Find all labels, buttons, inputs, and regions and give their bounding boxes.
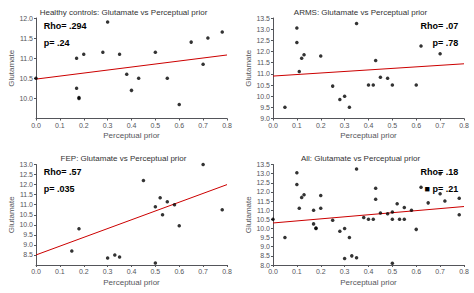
svg-text:13.5: 13.5 — [256, 161, 270, 168]
svg-text:10.5: 10.5 — [256, 82, 270, 89]
svg-text:0.0: 0.0 — [268, 122, 278, 129]
svg-text:10.0: 10.0 — [256, 93, 270, 100]
svg-text:0.2: 0.2 — [79, 268, 89, 275]
svg-text:10.5: 10.5 — [19, 211, 33, 218]
svg-text:9.0: 9.0 — [23, 241, 33, 248]
svg-text:0.4: 0.4 — [127, 122, 137, 129]
svg-text:0.3: 0.3 — [103, 268, 113, 275]
svg-text:9.0: 9.0 — [260, 243, 270, 250]
svg-text:0.8: 0.8 — [459, 268, 469, 275]
svg-text:13.0: 13.0 — [19, 161, 33, 168]
svg-text:0.6: 0.6 — [174, 268, 184, 275]
svg-text:10.0: 10.0 — [19, 221, 33, 228]
svg-text:12.5: 12.5 — [256, 179, 270, 186]
svg-text:0.2: 0.2 — [316, 122, 326, 129]
svg-text:0.8: 0.8 — [459, 122, 469, 129]
svg-text:Perceptual prior: Perceptual prior — [340, 278, 397, 287]
svg-text:0.6: 0.6 — [411, 122, 421, 129]
svg-text:11.5: 11.5 — [20, 35, 33, 42]
svg-text:0.7: 0.7 — [435, 268, 445, 275]
svg-text:12.0: 12.0 — [19, 181, 33, 188]
svg-text:0.6: 0.6 — [174, 122, 184, 129]
svg-text:0.7: 0.7 — [435, 122, 445, 129]
svg-text:0.1: 0.1 — [55, 268, 65, 275]
svg-text:ARMS: Glutamate vs Perceptual: ARMS: Glutamate vs Perceptual prior — [294, 8, 428, 17]
svg-text:0.6: 0.6 — [411, 268, 421, 275]
svg-text:Glutamate: Glutamate — [7, 196, 16, 233]
svg-text:9.5: 9.5 — [260, 234, 270, 241]
svg-text:FEP: Glutamate vs Perceptual p: FEP: Glutamate vs Perceptual prior — [61, 154, 187, 163]
svg-text:11.5: 11.5 — [20, 191, 33, 198]
svg-text:p= .24: p= .24 — [44, 38, 70, 48]
svg-text:13.0: 13.0 — [256, 26, 270, 33]
svg-text:Perceptual prior: Perceptual prior — [340, 131, 397, 140]
svg-text:Rho= .294: Rho= .294 — [44, 21, 87, 31]
svg-text:10.0: 10.0 — [19, 95, 33, 102]
svg-text:0.5: 0.5 — [388, 122, 398, 129]
svg-text:12.0: 12.0 — [256, 188, 270, 195]
svg-text:0.4: 0.4 — [364, 122, 374, 129]
svg-text:8.5: 8.5 — [260, 252, 270, 259]
svg-text:11.5: 11.5 — [257, 198, 270, 205]
svg-text:0.7: 0.7 — [198, 268, 208, 275]
svg-text:All: Glutamate vs Perceptual p: All: Glutamate vs Perceptual prior — [301, 154, 420, 163]
svg-text:11.5: 11.5 — [257, 59, 270, 66]
svg-text:p= .78: p= .78 — [433, 38, 459, 48]
svg-text:10.5: 10.5 — [256, 216, 270, 223]
svg-text:■ p= .21: ■ p= .21 — [425, 184, 459, 194]
svg-text:0.0: 0.0 — [31, 268, 41, 275]
svg-text:0.8: 0.8 — [222, 122, 232, 129]
svg-text:Rho= .07: Rho= .07 — [421, 21, 459, 31]
svg-text:Glutamate: Glutamate — [244, 49, 253, 86]
svg-text:0.8: 0.8 — [222, 268, 232, 275]
svg-text:Perceptual prior: Perceptual prior — [103, 278, 160, 287]
svg-text:0.2: 0.2 — [316, 268, 326, 275]
svg-text:0.1: 0.1 — [292, 268, 302, 275]
svg-text:p= .035: p= .035 — [44, 184, 75, 194]
svg-text:Rho= .57: Rho= .57 — [44, 167, 82, 177]
svg-text:11.0: 11.0 — [257, 70, 270, 77]
svg-text:11.0: 11.0 — [20, 55, 33, 62]
svg-text:0.5: 0.5 — [151, 122, 161, 129]
svg-text:10.5: 10.5 — [19, 75, 33, 82]
svg-text:9.5: 9.5 — [260, 104, 270, 111]
svg-text:0.7: 0.7 — [198, 122, 208, 129]
svg-text:0.3: 0.3 — [103, 122, 113, 129]
svg-text:0.4: 0.4 — [364, 268, 374, 275]
svg-text:9.0: 9.0 — [260, 115, 270, 122]
svg-text:0.5: 0.5 — [388, 268, 398, 275]
svg-text:0.1: 0.1 — [55, 122, 65, 129]
svg-text:9.5: 9.5 — [23, 231, 33, 238]
svg-text:0.3: 0.3 — [340, 268, 350, 275]
svg-text:0.3: 0.3 — [340, 122, 350, 129]
svg-text:0.0: 0.0 — [31, 122, 41, 129]
svg-text:Rho= .18: Rho= .18 — [421, 167, 459, 177]
svg-text:0.0: 0.0 — [268, 268, 278, 275]
svg-text:Perceptual prior: Perceptual prior — [103, 131, 160, 140]
svg-text:Glutamate: Glutamate — [244, 196, 253, 233]
svg-text:12.0: 12.0 — [19, 15, 33, 22]
svg-text:Glutamate: Glutamate — [7, 49, 16, 86]
svg-text:0.1: 0.1 — [292, 122, 302, 129]
svg-text:13.5: 13.5 — [256, 15, 270, 22]
svg-text:8.5: 8.5 — [23, 251, 33, 258]
svg-text:11.0: 11.0 — [20, 201, 33, 208]
svg-text:12.5: 12.5 — [19, 171, 33, 178]
svg-text:Healthy controls: Glutamate vs: Healthy controls: Glutamate vs Perceptua… — [40, 8, 208, 17]
svg-text:12.0: 12.0 — [256, 48, 270, 55]
svg-text:0.4: 0.4 — [127, 268, 137, 275]
svg-text:13.0: 13.0 — [256, 170, 270, 177]
svg-text:11.0: 11.0 — [257, 207, 270, 214]
svg-text:0.5: 0.5 — [151, 268, 161, 275]
svg-text:0.2: 0.2 — [79, 122, 89, 129]
svg-text:8.0: 8.0 — [260, 261, 270, 269]
svg-text:12.5: 12.5 — [256, 37, 270, 44]
svg-text:10.0: 10.0 — [256, 225, 270, 232]
